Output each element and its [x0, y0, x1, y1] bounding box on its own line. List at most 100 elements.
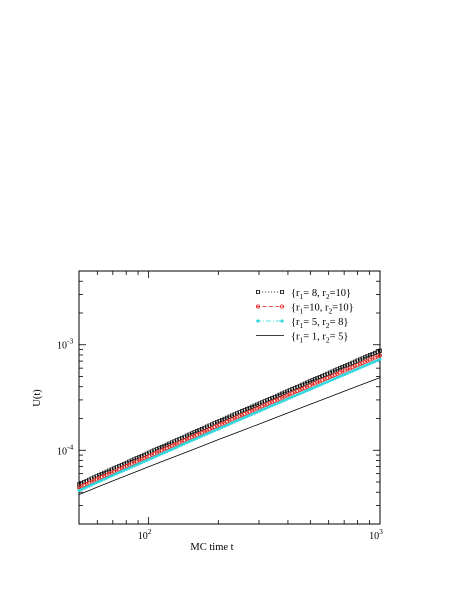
legend-label: {r1= 8, r2=10} [291, 288, 351, 301]
data-point [295, 393, 299, 397]
data-point [378, 357, 382, 361]
data-point [282, 390, 287, 395]
data-point [182, 442, 186, 446]
data-point [162, 451, 166, 455]
data-point [230, 421, 234, 425]
data-point [370, 352, 375, 356]
data-point [300, 382, 305, 387]
data-point [110, 474, 114, 478]
data-point [285, 397, 289, 401]
data-point [240, 417, 244, 421]
data-point [340, 365, 345, 370]
data-point [175, 445, 179, 449]
data-point [320, 373, 325, 378]
data-point [292, 386, 297, 391]
data-point [217, 419, 222, 424]
data-point [335, 376, 339, 380]
data-point [345, 362, 350, 367]
data-point [84, 485, 89, 489]
series-line [78, 350, 381, 485]
data-point [263, 407, 267, 411]
data-point [293, 394, 297, 398]
data-point [252, 411, 257, 415]
y-tick-label: 10-4 [57, 442, 73, 457]
data-point [337, 366, 342, 371]
data-point [232, 412, 237, 417]
data-point [310, 386, 314, 390]
series-line [78, 377, 381, 495]
data-point [365, 363, 370, 367]
data-point [315, 376, 320, 381]
data-point [172, 446, 176, 450]
data-point [102, 477, 106, 481]
data-point [350, 369, 355, 373]
x-tick-label: 102 [138, 527, 152, 542]
data-point [155, 454, 159, 458]
data-point [347, 361, 352, 366]
data-point [217, 426, 222, 431]
axis-ticks [78, 270, 381, 525]
data-point [130, 465, 134, 469]
data-point [152, 455, 156, 459]
data-point [343, 372, 347, 376]
data-point [182, 434, 187, 439]
data-point [212, 421, 217, 426]
data-point [137, 462, 141, 466]
data-point [342, 364, 347, 368]
data-point [363, 364, 367, 368]
data-point [370, 360, 375, 365]
data-point [300, 391, 304, 395]
data-point [135, 463, 139, 467]
data-point [97, 479, 101, 484]
data-point [157, 453, 161, 457]
data-point [125, 467, 129, 471]
data-point [197, 435, 201, 439]
data-point [115, 472, 119, 476]
data-point [209, 422, 214, 427]
data-point [87, 484, 91, 488]
data-point [258, 409, 262, 413]
data-point [192, 437, 196, 441]
y-tick-label: 10-3 [57, 337, 73, 352]
data-point [305, 380, 310, 385]
data-point [288, 396, 292, 400]
series-4 [78, 377, 381, 495]
data-point [283, 398, 287, 402]
data-point [94, 481, 99, 485]
data-point [265, 398, 270, 403]
y-axis-label: U(t) [32, 389, 43, 407]
legend-marker [256, 290, 260, 294]
data-point [353, 368, 357, 372]
data-point [322, 372, 327, 377]
data-point [323, 381, 327, 385]
data-point [170, 447, 174, 451]
legend-entry-3: {r1= 5, r2= 8} [256, 317, 348, 330]
data-point [273, 402, 277, 407]
data-point [327, 370, 332, 375]
data-point [150, 456, 154, 460]
x-tick-label: 103 [369, 527, 383, 542]
data-point [200, 434, 204, 438]
data-point [212, 429, 217, 433]
data-point [220, 425, 224, 429]
data-point [338, 374, 342, 379]
data-point [312, 377, 317, 382]
data-point [192, 430, 197, 435]
data-point [117, 470, 121, 475]
data-point [317, 375, 322, 379]
data-point [325, 380, 329, 384]
data-point [333, 377, 337, 381]
data-point [187, 439, 191, 444]
data-point [245, 414, 249, 419]
data-point [207, 423, 212, 428]
data-point [297, 383, 302, 388]
data-point [340, 373, 344, 378]
legend-marker [256, 319, 260, 323]
data-point [320, 382, 324, 386]
series-line [78, 355, 381, 488]
data-point [140, 461, 144, 465]
legend-marker [279, 304, 284, 309]
data-point [352, 359, 357, 364]
data-point [375, 349, 380, 354]
